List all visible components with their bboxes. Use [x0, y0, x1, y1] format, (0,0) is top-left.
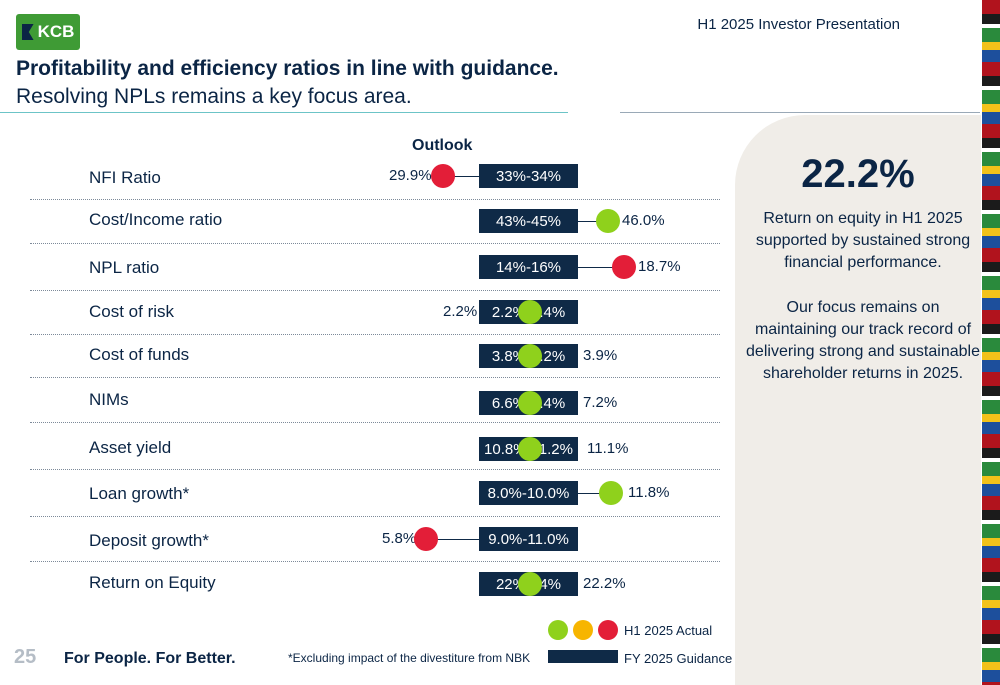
row-separator: [30, 334, 720, 335]
actual-status-dot: [431, 164, 455, 188]
row-metric-label: Cost of funds: [89, 345, 190, 364]
roe-stat: 22.2%: [801, 152, 915, 196]
actual-value: 3.9%: [583, 347, 618, 364]
actual-status-dot: [612, 255, 636, 279]
actual-status-dot: [518, 437, 542, 461]
row-metric-label: NFI Ratio: [89, 168, 161, 187]
row-separator: [30, 290, 720, 291]
outlook-header: Outlook: [412, 137, 473, 154]
kcb-logo-mark-icon: [21, 24, 34, 40]
side-text-focus: Our focus remains on maintaining our tra…: [746, 299, 980, 382]
tagline: For People. For Better.: [64, 650, 236, 667]
row-metric-label: Return on Equity: [89, 573, 216, 592]
title-divider: [0, 112, 568, 113]
side-panel: [735, 115, 981, 685]
row-separator: [30, 469, 720, 470]
dot-connector: [578, 221, 608, 222]
slide-headline: Profitability and efficiency ratios in l…: [16, 57, 559, 80]
row-metric-label: NIMs: [89, 390, 129, 409]
logo-text: KCB: [37, 22, 75, 41]
slide-subhead: Resolving NPLs remains a key focus area.: [16, 85, 412, 108]
actual-status-dot: [518, 344, 542, 368]
row-separator: [30, 422, 720, 423]
actual-value: 2.2%: [443, 303, 478, 320]
actual-value: 22.2%: [583, 575, 626, 592]
legend-red-dot: [598, 620, 618, 640]
actual-value: 5.8%: [382, 530, 417, 547]
row-separator: [30, 377, 720, 378]
legend-amber-dot: [573, 620, 593, 640]
page-number: 25: [14, 646, 37, 668]
actual-status-dot: [414, 527, 438, 551]
guidance-band: 43%-45%: [479, 209, 578, 233]
dot-connector: [426, 539, 479, 540]
row-metric-label: NPL ratio: [89, 258, 160, 277]
actual-value: 46.0%: [622, 212, 665, 229]
side-text-roe: Return on equity in H1 2025 supported by…: [755, 210, 971, 271]
footnote: *Excluding impact of the divestiture fro…: [288, 651, 531, 665]
row-metric-label: Cost/Income ratio: [89, 210, 223, 229]
row-metric-label: Deposit growth*: [89, 531, 210, 550]
row-separator: [30, 516, 720, 517]
actual-status-dot: [518, 391, 542, 415]
legend-guidance-bar: [548, 650, 618, 663]
dot-connector: [578, 493, 611, 494]
guidance-band: 8.0%-10.0%: [479, 481, 578, 505]
row-separator: [30, 561, 720, 562]
kcb-logo: KCB: [16, 14, 80, 50]
actual-value: 11.8%: [628, 484, 670, 501]
deck-title: H1 2025 Investor Presentation: [697, 16, 900, 33]
decorative-border-stripe: [982, 0, 1000, 685]
row-separator: [30, 199, 720, 200]
row-metric-label: Asset yield: [89, 438, 172, 457]
actual-status-dot: [599, 481, 623, 505]
row-metric-label: Loan growth*: [89, 484, 190, 503]
guidance-band: 14%-16%: [479, 255, 578, 279]
guidance-band: 9.0%-11.0%: [479, 527, 578, 551]
actual-status-dot: [596, 209, 620, 233]
row-separator: [30, 243, 720, 244]
actual-status-dot: [518, 300, 542, 324]
actual-value: 11.1%: [587, 440, 629, 457]
legend-guidance-label: FY 2025 Guidance: [624, 651, 733, 666]
actual-value: 29.9%: [389, 167, 432, 184]
actual-status-dot: [518, 572, 542, 596]
actual-value: 7.2%: [583, 394, 618, 411]
dot-connector: [578, 267, 624, 268]
title-divider-right: [620, 112, 980, 113]
dot-connector: [443, 176, 479, 177]
legend-actual-label: H1 2025 Actual: [624, 623, 713, 638]
actual-value: 18.7%: [638, 258, 681, 275]
row-metric-label: Cost of risk: [89, 302, 175, 321]
legend-green-dot: [548, 620, 568, 640]
guidance-band: 33%-34%: [479, 164, 578, 188]
